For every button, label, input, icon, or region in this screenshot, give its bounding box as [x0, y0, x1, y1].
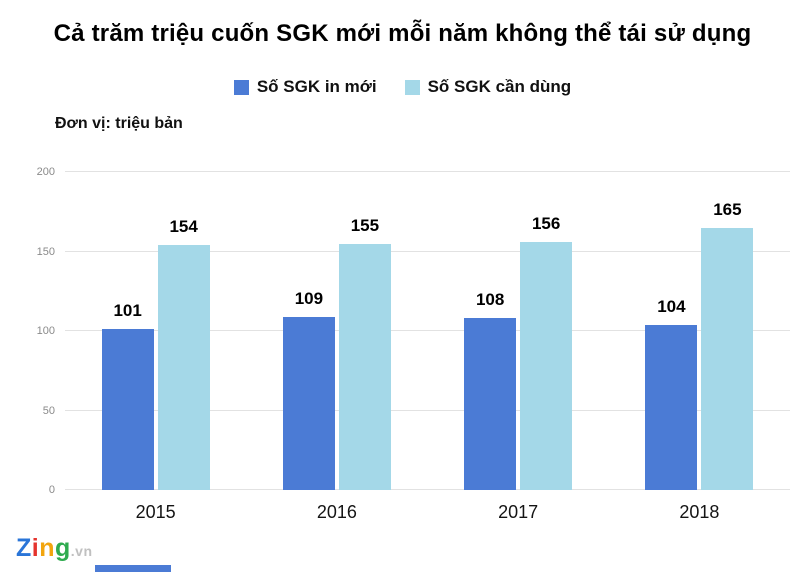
- watermark-letter: i: [31, 534, 40, 562]
- bar-with-label: 155: [338, 215, 391, 490]
- y-axis-tick-label: 200: [36, 166, 55, 178]
- bar-value-label: 108: [475, 290, 505, 310]
- x-axis-category-label: 2018: [679, 502, 720, 522]
- bar-with-label: 104: [645, 296, 698, 490]
- bar-value-label: 156: [531, 213, 561, 233]
- bar-with-label: 108: [464, 290, 517, 490]
- legend-item: Số SGK in mới: [233, 77, 377, 97]
- bar-with-label: 156: [520, 213, 573, 490]
- bar: [157, 245, 210, 490]
- bar-group: 101 154: [65, 172, 246, 490]
- x-axis-labels: 2015 2016 2017 2018: [65, 502, 790, 523]
- bottom-blue-strip: [95, 565, 171, 572]
- watermark-suffix: .vn: [70, 543, 93, 559]
- watermark-zing: Zing.vn: [16, 534, 93, 563]
- legend-swatch-icon: [404, 79, 420, 95]
- gridline: [65, 409, 790, 411]
- bar-value-label: 104: [657, 296, 686, 316]
- legend-label: Số SGK cần dùng: [427, 77, 572, 96]
- legend-label: Số SGK in mới: [256, 77, 377, 96]
- unit-label: Đơn vị: triệu bản: [55, 115, 183, 132]
- bar: [282, 316, 335, 490]
- gridline: [65, 171, 790, 172]
- watermark-letter: n: [39, 534, 56, 562]
- y-axis-tick-label: 50: [42, 404, 55, 417]
- bar-value-label: 155: [350, 215, 380, 235]
- watermark-letter: Z: [16, 534, 32, 562]
- chart-title: Cả trăm triệu cuốn SGK mới mỗi năm không…: [53, 20, 752, 47]
- plot-area: 101 154 109 155 108 156 104 165 0 50 100 150 200: [37, 166, 790, 496]
- bar-groups: 101 154 109 155 108 156 104 165: [65, 172, 790, 490]
- y-axis-tick-label: 0: [48, 484, 55, 496]
- bar: [464, 318, 517, 490]
- bar-value-label: 109: [294, 288, 324, 308]
- bar: [645, 324, 698, 490]
- legend: Số SGK in mới Số SGK cần dùng: [0, 77, 805, 97]
- bar: [701, 227, 754, 490]
- bar: [338, 243, 391, 490]
- legend-item: Số SGK cần dùng: [404, 77, 572, 97]
- bar-value-label: 101: [113, 301, 142, 321]
- bar-with-label: 154: [157, 217, 210, 490]
- y-axis-tick-label: 100: [36, 325, 55, 337]
- bar-value-label: 154: [169, 217, 198, 237]
- legend-swatch-icon: [233, 79, 249, 95]
- bar-with-label: 109: [282, 288, 335, 490]
- bar-group: 108 156: [428, 172, 609, 490]
- bar-with-label: 101: [101, 301, 154, 490]
- watermark-letter: g: [55, 534, 71, 562]
- y-axis-tick-label: 150: [36, 245, 55, 258]
- gridline: [65, 250, 790, 252]
- bar-with-label: 165: [701, 199, 754, 490]
- bar-group: 109 155: [246, 172, 427, 490]
- bar: [520, 241, 573, 490]
- x-axis-category-label: 2016: [316, 502, 357, 522]
- x-axis-category-label: 2015: [135, 502, 176, 522]
- gridline: [65, 330, 790, 331]
- x-axis-category-label: 2017: [498, 502, 539, 522]
- bar-group: 104 165: [609, 172, 790, 490]
- bar-value-label: 165: [713, 199, 742, 219]
- gridline: [65, 489, 790, 490]
- bar: [101, 329, 154, 490]
